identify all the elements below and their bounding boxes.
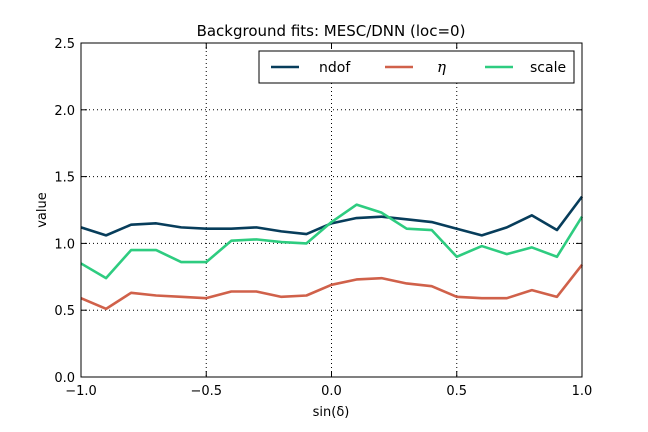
y-tick-label: 1.5 <box>54 171 75 186</box>
x-tick-label: 0.5 <box>446 384 467 399</box>
legend-label-3: scale <box>530 60 566 76</box>
series-line-3 <box>80 203 584 280</box>
legend: ndof η scale <box>258 50 575 84</box>
y-tick-label: 2.0 <box>54 104 75 119</box>
y-tick-label: 1.0 <box>54 237 75 252</box>
legend-box <box>258 50 575 84</box>
series-line-2 <box>80 263 584 311</box>
y-tick-label: 0.0 <box>54 371 75 386</box>
y-tick-label: 2.5 <box>54 37 75 52</box>
legend-label-1: ndof <box>319 60 351 76</box>
axis-ticks: −1.0 −0.5 0.0 0.5 1.0 0.0 0.5 1.0 1.5 2.0 2.5 <box>54 37 592 399</box>
legend-label-2: η <box>437 58 446 76</box>
x-tick-label: −0.5 <box>190 384 222 399</box>
y-tick-label: 0.5 <box>54 304 75 319</box>
y-axis-label: value <box>35 192 50 228</box>
x-tick-label: −1.0 <box>65 384 97 399</box>
x-tick-label: 0.0 <box>321 384 342 399</box>
x-tick-label: 1.0 <box>572 384 593 399</box>
chart-title: Background fits: MESC/DNN (loc=0) <box>197 22 466 40</box>
series-lines <box>80 195 584 311</box>
x-axis-label: sin(δ) <box>313 405 350 420</box>
